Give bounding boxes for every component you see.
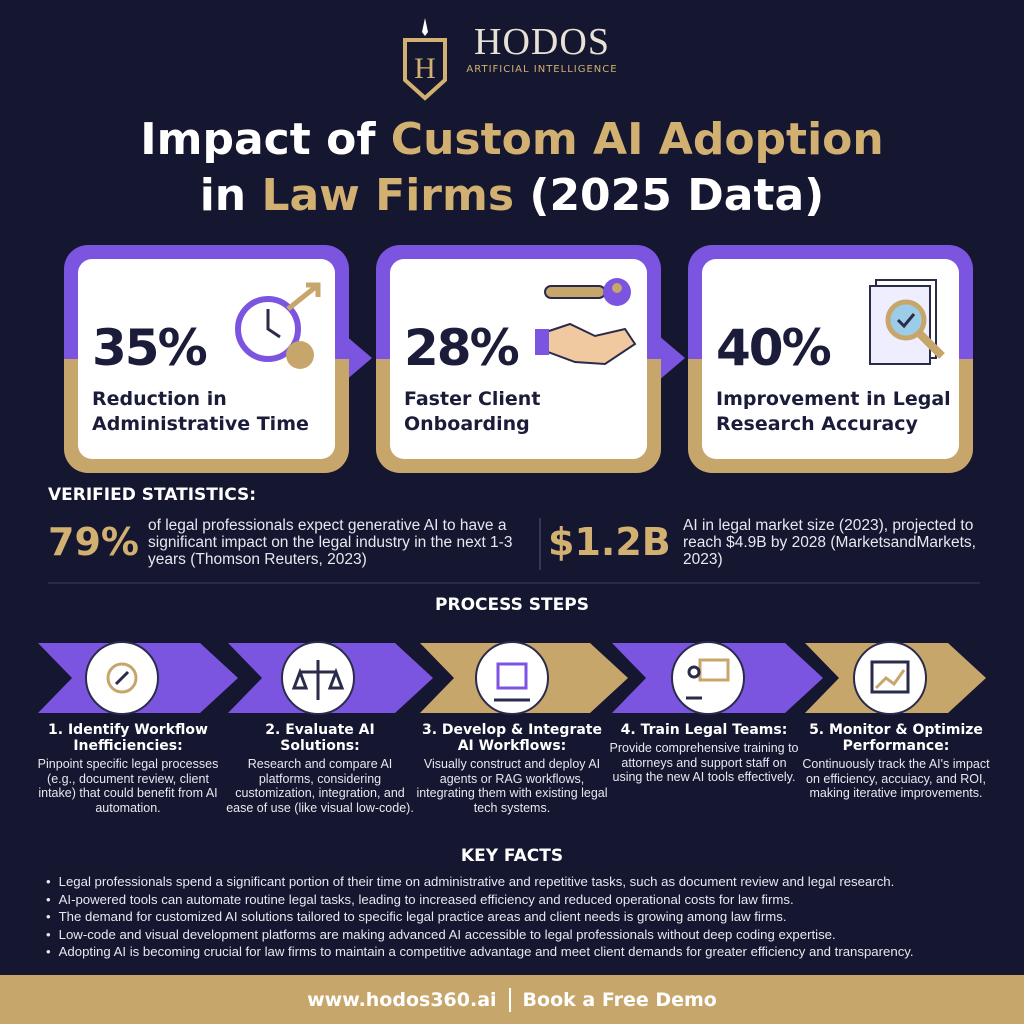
step-text: Provide comprehensive training to attorn… [609,741,799,784]
brand: HODOS ARTIFICIAL INTELLIGENCE [0,20,1024,75]
step-title: 4. Train Legal Teams: [620,722,788,738]
process-step: 1. Identify Workflow Inefficiencies: Pinp… [32,722,224,815]
process-step: 2. Evaluate AI Solutions: Research and co… [224,722,416,815]
key-facts-heading: KEY FACTS [460,846,564,866]
brand-tagline: ARTIFICIAL INTELLIGENCE [466,64,618,75]
process-arrows [38,641,986,715]
key-fact: Legal professionals spend a significant … [46,873,1006,891]
icon [535,278,637,366]
step-text: Research and compare AI platforms, consi… [226,757,414,815]
key-fact: Low-code and visual development platform… [46,926,1006,944]
title-part: Impact of [140,114,391,165]
card-value: 40% [716,319,832,377]
key-facts-list: Legal professionals spend a significant … [46,873,1006,961]
process-step: 3. Develop & Integrate AI Workflows: Visu… [416,722,608,815]
stat-text: of legal professionals expect generative… [148,517,513,568]
key-fact: Adopting AI is becoming crucial for law … [46,943,1006,961]
card-label: Faster Client Onboarding [404,388,541,435]
key-fact: AI-powered tools can automate routine le… [46,891,1006,909]
separator [508,987,511,1012]
stat-value: 79% [48,520,139,564]
card-value: 28% [404,319,520,377]
logo: H [403,18,447,101]
process-heading: PROCESS STEPS [435,595,589,615]
stat-card: 40% Improvement in Legal Research Accura… [688,245,973,473]
title-part: in [199,170,262,221]
title-part: Law Firms [261,170,515,221]
card-value: 35% [92,319,208,377]
card-chevron [345,335,372,381]
stat-text: AI in legal market size (2023), projecte… [683,517,976,568]
process-step: 5. Monitor & Optimize Performance: Contin… [800,722,992,801]
key-fact: The demand for customized AI solutions t… [46,908,1006,926]
svg-text:H: H [414,52,436,85]
title-part: (2025 Data) [514,170,825,221]
step-text: Visually construct and deploy AI agents … [416,757,608,815]
icon [235,282,321,369]
step-title: 5. Monitor & Optimize Performance: [809,722,983,754]
step-text: Pinpoint specific legal processes (e.g.,… [37,757,219,815]
footer: www.hodos360.ai Book a Free Demo [0,975,1024,1024]
demo-link[interactable]: Book a Free Demo [522,988,717,1011]
title-part: Custom AI Adoption [390,114,884,165]
step-title: 1. Identify Workflow Inefficiencies: [48,722,208,754]
card-label: Improvement in Legal Research Accuracy [716,388,951,435]
stat-value: $1.2B [548,520,671,564]
step-text: Continuously track the AI's impact on ef… [802,757,990,800]
icon [869,279,945,365]
website-link[interactable]: www.hodos360.ai [307,988,497,1011]
stat-card: 28% Faster Client Onboarding [376,245,661,473]
step-title: 3. Develop & Integrate AI Workflows: [422,722,602,754]
title: Impact of Custom AI Adoption in Law Firm… [0,112,1024,224]
step-title: 2. Evaluate AI Solutions: [265,722,375,754]
stat-card: 35% Reduction in Administrative Time [64,245,349,473]
card-chevron [658,335,685,381]
card-label: Reduction in Administrative Time [92,388,309,435]
verified-heading: VERIFIED STATISTICS: [48,485,257,505]
process-step: 4. Train Legal Teams: Provide comprehensi… [608,722,800,785]
brand-name: HODOS [474,21,610,63]
